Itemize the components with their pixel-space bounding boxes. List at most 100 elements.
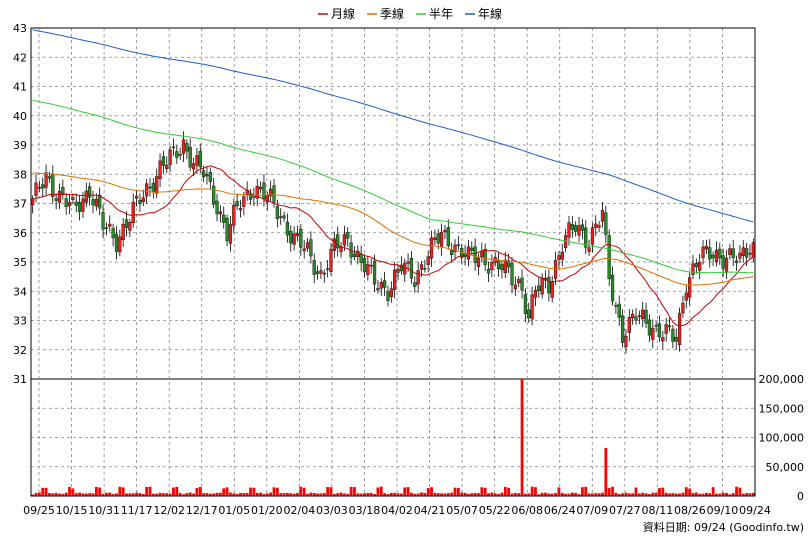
volume-bar: [135, 492, 138, 496]
candle-body: [523, 294, 528, 314]
date-tick-label: 12/17: [186, 504, 218, 517]
candle-body: [91, 199, 95, 206]
candle-body: [574, 225, 578, 232]
candle-body: [151, 182, 155, 193]
candle-body: [393, 269, 397, 290]
volume-bar: [71, 488, 75, 496]
candle-body: [332, 238, 336, 251]
volume-bar: [594, 493, 598, 496]
candle-body: [500, 264, 504, 271]
volume-bar: [694, 492, 698, 496]
volume-bar: [470, 493, 474, 496]
volume-bar: [490, 492, 494, 496]
volume-tick-label: 100,000: [759, 432, 805, 445]
date-tick-label: 02/04: [284, 504, 316, 517]
volume-bar: [366, 492, 370, 496]
candle-body: [590, 227, 595, 245]
volume-bar: [426, 488, 430, 496]
price-tick-label: 38: [13, 168, 27, 181]
volume-bar: [711, 487, 715, 496]
volume-bar: [346, 493, 350, 496]
volume-axis-labels: 200,000 150,000 100,000 50,000 0: [759, 373, 805, 503]
volume-bar: [212, 493, 216, 496]
volume-bar: [131, 493, 135, 496]
candle-body: [315, 271, 320, 274]
volume-bar: [175, 486, 179, 496]
candle-body: [607, 235, 611, 280]
volume-bar: [151, 493, 155, 496]
volume-bar: [185, 493, 189, 496]
candle-body: [657, 323, 662, 338]
volume-bar: [141, 494, 145, 496]
volume-bar: [178, 492, 182, 496]
candle-body: [329, 248, 333, 272]
candle-body: [255, 186, 259, 199]
volume-bar: [410, 492, 413, 496]
volume-bar: [436, 493, 440, 496]
price-tick-label: 33: [13, 315, 27, 328]
volume-bar: [145, 487, 149, 496]
volume-bar: [386, 494, 390, 496]
candle-body: [161, 156, 166, 166]
candle-body: [342, 234, 347, 246]
volume-bar: [359, 493, 363, 496]
candle-body: [470, 247, 474, 251]
volume-bar: [748, 493, 752, 496]
candle-body: [285, 221, 290, 236]
volume-bar: [651, 492, 655, 496]
candle-body: [198, 151, 202, 168]
volume-bar: [255, 492, 259, 496]
volume-bar: [664, 492, 668, 496]
candle-body: [570, 224, 574, 230]
candle-body: [624, 336, 628, 347]
volume-bar: [58, 493, 61, 496]
candle-body: [369, 264, 373, 267]
volume-bar: [74, 493, 78, 496]
volume-bar: [500, 492, 504, 496]
candle-body: [748, 252, 752, 255]
candle-body: [698, 261, 702, 271]
candle-body: [175, 151, 179, 158]
volume-bar: [420, 492, 423, 496]
candle-body: [389, 288, 393, 298]
volume-bar: [34, 492, 38, 496]
volume-bar: [453, 487, 457, 496]
volume-bar: [275, 487, 279, 496]
ma-line-20: [32, 165, 754, 327]
candle-body: [520, 277, 524, 291]
price-tick-label: 37: [13, 198, 27, 211]
volume-bar: [520, 379, 524, 496]
volume-bar: [329, 487, 333, 496]
volume-bar: [339, 492, 343, 496]
candle-body: [674, 336, 678, 342]
volume-bar: [353, 487, 356, 496]
candle-body: [121, 224, 125, 241]
candle-body: [677, 313, 682, 345]
candle-body: [376, 288, 380, 291]
volume-bar: [155, 493, 159, 496]
volume-bar: [376, 487, 380, 496]
candle-body: [71, 197, 75, 200]
volume-bar: [570, 492, 574, 496]
candle-body: [466, 246, 471, 260]
candle-body: [731, 248, 735, 258]
volume-bar: [269, 492, 273, 496]
volume-bar: [547, 493, 551, 496]
volume-bar: [265, 493, 269, 496]
candle-body: [111, 228, 115, 239]
volume-bar: [567, 493, 571, 496]
candle-body: [634, 316, 638, 321]
candle-body: [654, 325, 658, 327]
candle-body: [165, 164, 169, 170]
candle-body: [517, 279, 521, 284]
candle-body: [155, 176, 159, 194]
candle-body: [145, 183, 149, 197]
volume-bar: [493, 493, 497, 496]
candle-body: [651, 327, 655, 340]
price-axis-labels: 43 42 41 40 39 38 37 36 35 34 33 32 31: [13, 22, 27, 386]
legend-label: 月線: [331, 6, 355, 21]
candle-body: [302, 248, 306, 252]
volume-bar: [316, 493, 319, 496]
candle-body: [312, 260, 316, 275]
candle-body: [413, 282, 417, 287]
